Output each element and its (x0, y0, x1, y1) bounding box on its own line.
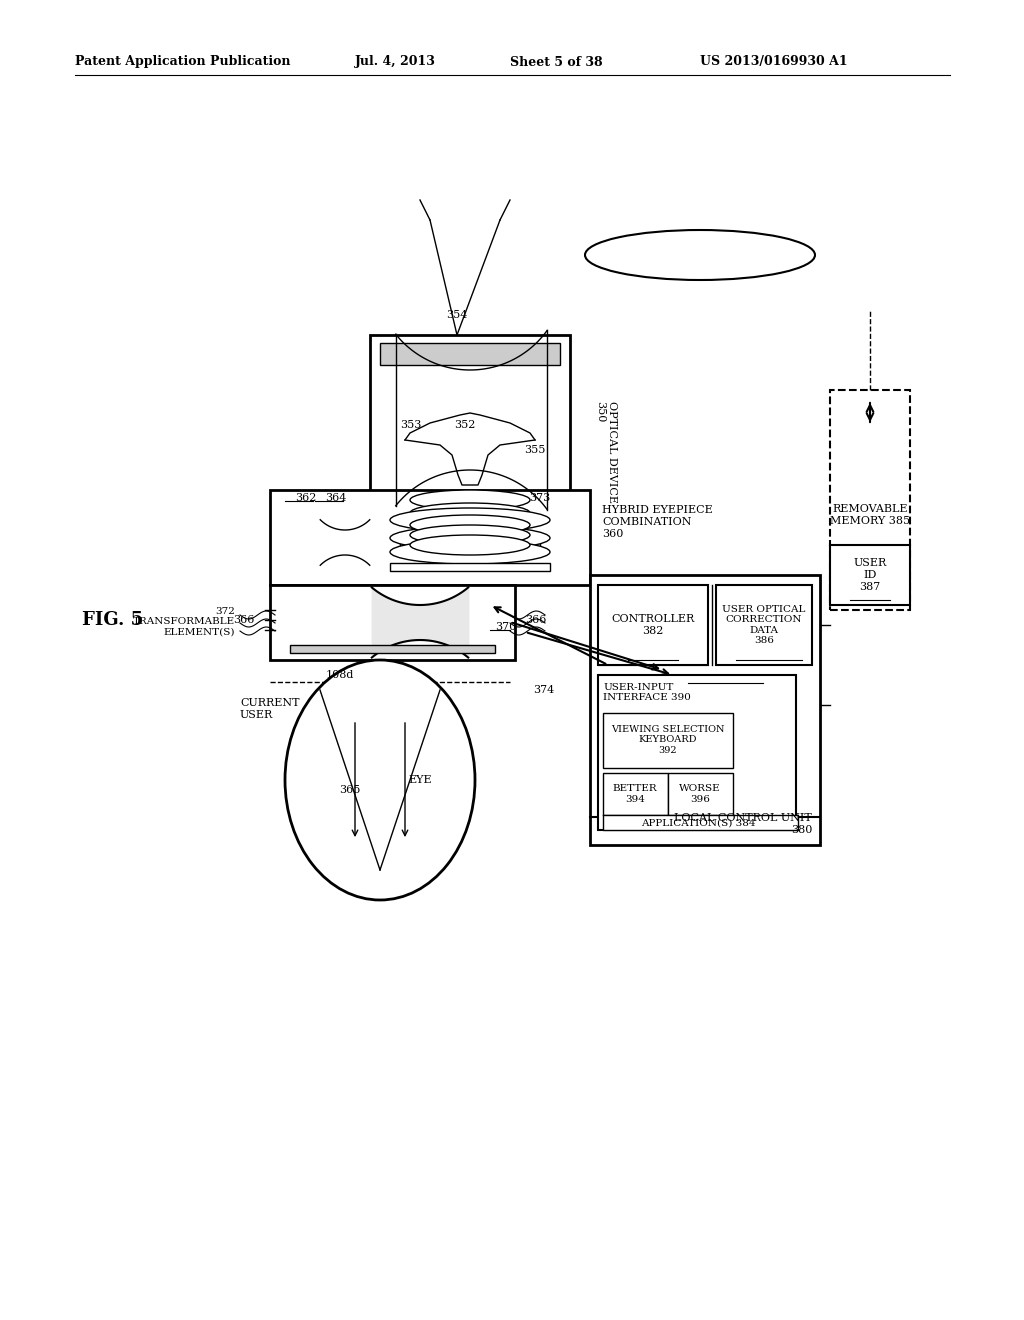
Text: 108d: 108d (326, 671, 354, 680)
Bar (380, 343, 560, 366)
Ellipse shape (410, 490, 530, 510)
Bar (270, 490, 590, 585)
Ellipse shape (410, 525, 530, 545)
Bar (270, 585, 515, 660)
Bar (598, 585, 708, 665)
Text: 372
TRANSFORMABLE
ELEMENT(S): 372 TRANSFORMABLE ELEMENT(S) (133, 607, 234, 636)
Text: 364: 364 (325, 492, 346, 503)
Text: 373: 373 (529, 492, 551, 503)
Text: 354: 354 (446, 310, 468, 319)
Text: 374: 374 (534, 685, 554, 696)
Text: 366: 366 (233, 615, 255, 624)
Bar (598, 675, 796, 830)
Text: 362: 362 (295, 492, 316, 503)
Text: 366: 366 (525, 615, 547, 624)
Ellipse shape (285, 660, 475, 900)
Text: 370: 370 (495, 622, 516, 632)
Ellipse shape (410, 535, 530, 554)
Text: FIG. 5: FIG. 5 (82, 611, 143, 630)
Bar (603, 713, 733, 768)
Bar (668, 774, 733, 814)
Text: OPTICAL DEVICE
350: OPTICAL DEVICE 350 (595, 401, 616, 503)
Ellipse shape (390, 540, 550, 564)
Bar (400, 535, 540, 546)
Text: 352: 352 (455, 420, 476, 430)
Ellipse shape (390, 508, 550, 532)
Text: USER OPTICAL
CORRECTION
DATA
386: USER OPTICAL CORRECTION DATA 386 (722, 605, 806, 645)
Text: CONTROLLER
382: CONTROLLER 382 (611, 614, 694, 636)
Bar (603, 774, 668, 814)
Text: VIEWING SELECTION
KEYBOARD
392: VIEWING SELECTION KEYBOARD 392 (611, 725, 725, 755)
Bar (290, 645, 495, 653)
Bar (716, 585, 812, 665)
Text: 353: 353 (400, 420, 421, 430)
Ellipse shape (410, 515, 530, 535)
Text: LOCAL CONTROL UNIT
380: LOCAL CONTROL UNIT 380 (674, 813, 812, 836)
Bar (830, 389, 910, 610)
Bar (590, 576, 820, 845)
Text: USER-INPUT
INTERFACE 390: USER-INPUT INTERFACE 390 (603, 682, 691, 702)
Text: 365: 365 (339, 785, 360, 795)
Bar (370, 335, 570, 570)
Text: CURRENT
USER: CURRENT USER (240, 698, 299, 719)
Text: WORSE
396: WORSE 396 (679, 784, 721, 804)
Text: Sheet 5 of 38: Sheet 5 of 38 (510, 55, 603, 69)
Ellipse shape (410, 503, 530, 523)
Text: BETTER
394: BETTER 394 (612, 784, 657, 804)
Ellipse shape (390, 525, 550, 550)
Text: Patent Application Publication: Patent Application Publication (75, 55, 291, 69)
Text: REMOVABLE
MEMORY 385: REMOVABLE MEMORY 385 (829, 504, 910, 525)
Text: US 2013/0169930 A1: US 2013/0169930 A1 (700, 55, 848, 69)
Bar (603, 814, 798, 830)
Text: Jul. 4, 2013: Jul. 4, 2013 (355, 55, 436, 69)
Text: APPLICATION(S) 384: APPLICATION(S) 384 (641, 818, 756, 828)
Text: 355: 355 (524, 445, 546, 455)
Bar (390, 564, 550, 572)
Text: USER
ID
387: USER ID 387 (853, 558, 887, 591)
Text: HYBRID EYEPIECE
COMBINATION
360: HYBRID EYEPIECE COMBINATION 360 (602, 506, 713, 539)
Text: EYE: EYE (409, 775, 432, 785)
Bar (830, 545, 910, 605)
